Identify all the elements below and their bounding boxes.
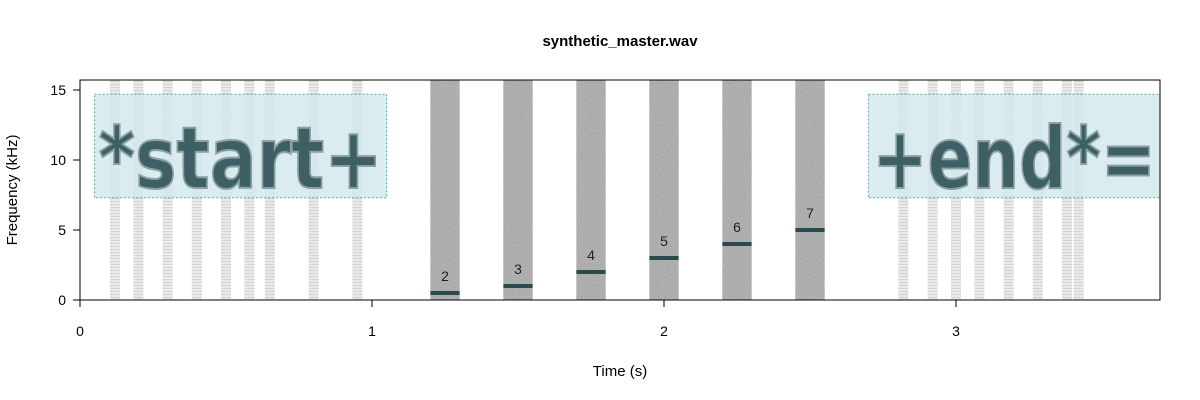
tone-line — [649, 256, 679, 260]
noise-burst — [795, 80, 825, 300]
y-tick-label: 10 — [50, 152, 66, 168]
chart-title: synthetic_master.wav — [542, 33, 698, 50]
x-tick-label: 0 — [76, 323, 84, 339]
x-tick-label: 2 — [660, 323, 668, 339]
burst-label: 2 — [441, 268, 449, 284]
annotation-word: +end*= — [872, 109, 1156, 209]
noise-burst — [503, 80, 533, 300]
noise-burst — [722, 80, 752, 300]
plot-area: *start+ +end*= 2 3 4 5 6 7 — [94, 80, 1161, 300]
tone-line — [722, 242, 752, 246]
burst-label: 6 — [733, 219, 741, 235]
x-tick-label: 1 — [368, 323, 376, 339]
tone-line — [795, 228, 825, 232]
y-tick-label: 15 — [50, 82, 66, 98]
axes: 0 1 2 3 0 5 10 15 — [50, 82, 960, 339]
burst-label: 3 — [514, 261, 522, 277]
x-axis-title: Time (s) — [593, 363, 647, 380]
annotation-box — [867, 93, 1161, 199]
burst-label: 4 — [587, 247, 595, 263]
tone-line — [430, 291, 460, 295]
tone-line — [576, 270, 606, 274]
burst-label: 7 — [806, 205, 814, 221]
noise-burst — [649, 80, 679, 300]
annotation-box — [94, 93, 388, 199]
noise-burst — [430, 80, 460, 300]
y-tick-label: 5 — [58, 222, 66, 238]
annotation-word: *start+ — [99, 109, 383, 209]
burst-label: 5 — [660, 233, 668, 249]
y-axis-title: Frequency (kHz) — [4, 135, 21, 246]
plot-frame — [79, 79, 1161, 301]
noise-burst — [576, 80, 606, 300]
x-tick-label: 3 — [952, 323, 960, 339]
tone-line — [503, 284, 533, 288]
y-tick-label: 0 — [58, 292, 66, 308]
